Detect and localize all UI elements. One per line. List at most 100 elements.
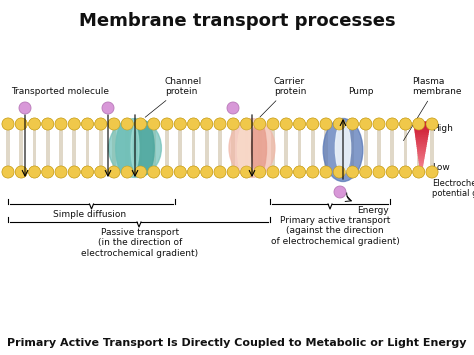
Bar xyxy=(33,130,36,148)
Bar xyxy=(112,148,116,166)
Bar xyxy=(417,130,420,148)
Circle shape xyxy=(400,166,411,178)
Circle shape xyxy=(19,102,31,114)
Circle shape xyxy=(121,166,133,178)
Polygon shape xyxy=(420,169,422,170)
Text: Carrier
protein: Carrier protein xyxy=(260,77,306,117)
Circle shape xyxy=(15,118,27,130)
Polygon shape xyxy=(419,160,423,162)
Polygon shape xyxy=(420,165,422,167)
Ellipse shape xyxy=(335,122,351,174)
Polygon shape xyxy=(414,125,429,127)
Bar xyxy=(205,130,209,148)
Circle shape xyxy=(214,166,226,178)
Polygon shape xyxy=(418,148,426,150)
Circle shape xyxy=(82,166,93,178)
Bar xyxy=(165,130,169,148)
Bar xyxy=(46,148,50,166)
Circle shape xyxy=(307,166,319,178)
Circle shape xyxy=(386,166,398,178)
Bar xyxy=(430,130,434,148)
Circle shape xyxy=(320,118,332,130)
Circle shape xyxy=(240,166,253,178)
Bar xyxy=(324,130,328,148)
Circle shape xyxy=(108,118,120,130)
Circle shape xyxy=(95,118,107,130)
Circle shape xyxy=(346,166,358,178)
Text: Low: Low xyxy=(432,163,450,172)
Bar xyxy=(112,130,116,148)
Circle shape xyxy=(42,166,54,178)
Circle shape xyxy=(201,118,213,130)
Circle shape xyxy=(2,118,14,130)
Circle shape xyxy=(254,166,266,178)
Circle shape xyxy=(373,118,385,130)
Circle shape xyxy=(214,166,226,178)
Circle shape xyxy=(227,166,239,178)
Circle shape xyxy=(413,118,425,130)
Circle shape xyxy=(135,166,146,178)
Circle shape xyxy=(201,118,213,130)
Bar xyxy=(351,130,354,148)
Polygon shape xyxy=(418,153,425,155)
Bar xyxy=(284,148,288,166)
Circle shape xyxy=(82,118,93,130)
Bar xyxy=(391,130,394,148)
Bar xyxy=(258,130,262,148)
Circle shape xyxy=(42,118,54,130)
Circle shape xyxy=(227,102,239,114)
Circle shape xyxy=(28,118,40,130)
Bar xyxy=(165,148,169,166)
Circle shape xyxy=(334,186,346,198)
Bar xyxy=(377,148,381,166)
Circle shape xyxy=(2,166,14,178)
Text: Energy: Energy xyxy=(357,206,389,215)
Circle shape xyxy=(240,118,253,130)
Circle shape xyxy=(333,118,345,130)
Circle shape xyxy=(360,166,372,178)
Bar xyxy=(46,130,50,148)
Circle shape xyxy=(148,118,160,130)
Text: Passive transport
(in the direction of
electrochemical gradient): Passive transport (in the direction of e… xyxy=(82,228,199,258)
Circle shape xyxy=(82,118,93,130)
Circle shape xyxy=(121,118,133,130)
Circle shape xyxy=(280,118,292,130)
Circle shape xyxy=(135,118,146,130)
Circle shape xyxy=(68,118,80,130)
Polygon shape xyxy=(420,167,422,169)
Bar xyxy=(430,148,434,166)
Bar xyxy=(73,148,76,166)
Circle shape xyxy=(2,118,14,130)
Polygon shape xyxy=(417,144,426,146)
Circle shape xyxy=(293,166,306,178)
Circle shape xyxy=(95,166,107,178)
Bar xyxy=(298,148,301,166)
Bar xyxy=(311,130,315,148)
Circle shape xyxy=(68,166,80,178)
Circle shape xyxy=(42,166,54,178)
Bar xyxy=(59,130,63,148)
Ellipse shape xyxy=(252,121,266,175)
Circle shape xyxy=(108,166,120,178)
Circle shape xyxy=(68,118,80,130)
Circle shape xyxy=(254,118,266,130)
Circle shape xyxy=(360,166,372,178)
Circle shape xyxy=(121,166,133,178)
Bar xyxy=(6,130,10,148)
Polygon shape xyxy=(415,129,429,131)
Text: Primary Active Transport Is Directly Coupled to Metabolic or Light Energy: Primary Active Transport Is Directly Cou… xyxy=(7,338,467,348)
Bar xyxy=(298,130,301,148)
Bar xyxy=(364,148,367,166)
Circle shape xyxy=(95,166,107,178)
Bar xyxy=(19,148,23,166)
Circle shape xyxy=(360,118,372,130)
Polygon shape xyxy=(415,131,428,132)
Circle shape xyxy=(161,118,173,130)
Ellipse shape xyxy=(131,127,139,169)
Circle shape xyxy=(320,166,332,178)
Circle shape xyxy=(333,166,345,178)
Circle shape xyxy=(82,166,93,178)
Circle shape xyxy=(188,166,200,178)
Text: Transported molecule: Transported molecule xyxy=(11,87,109,96)
Circle shape xyxy=(400,118,411,130)
